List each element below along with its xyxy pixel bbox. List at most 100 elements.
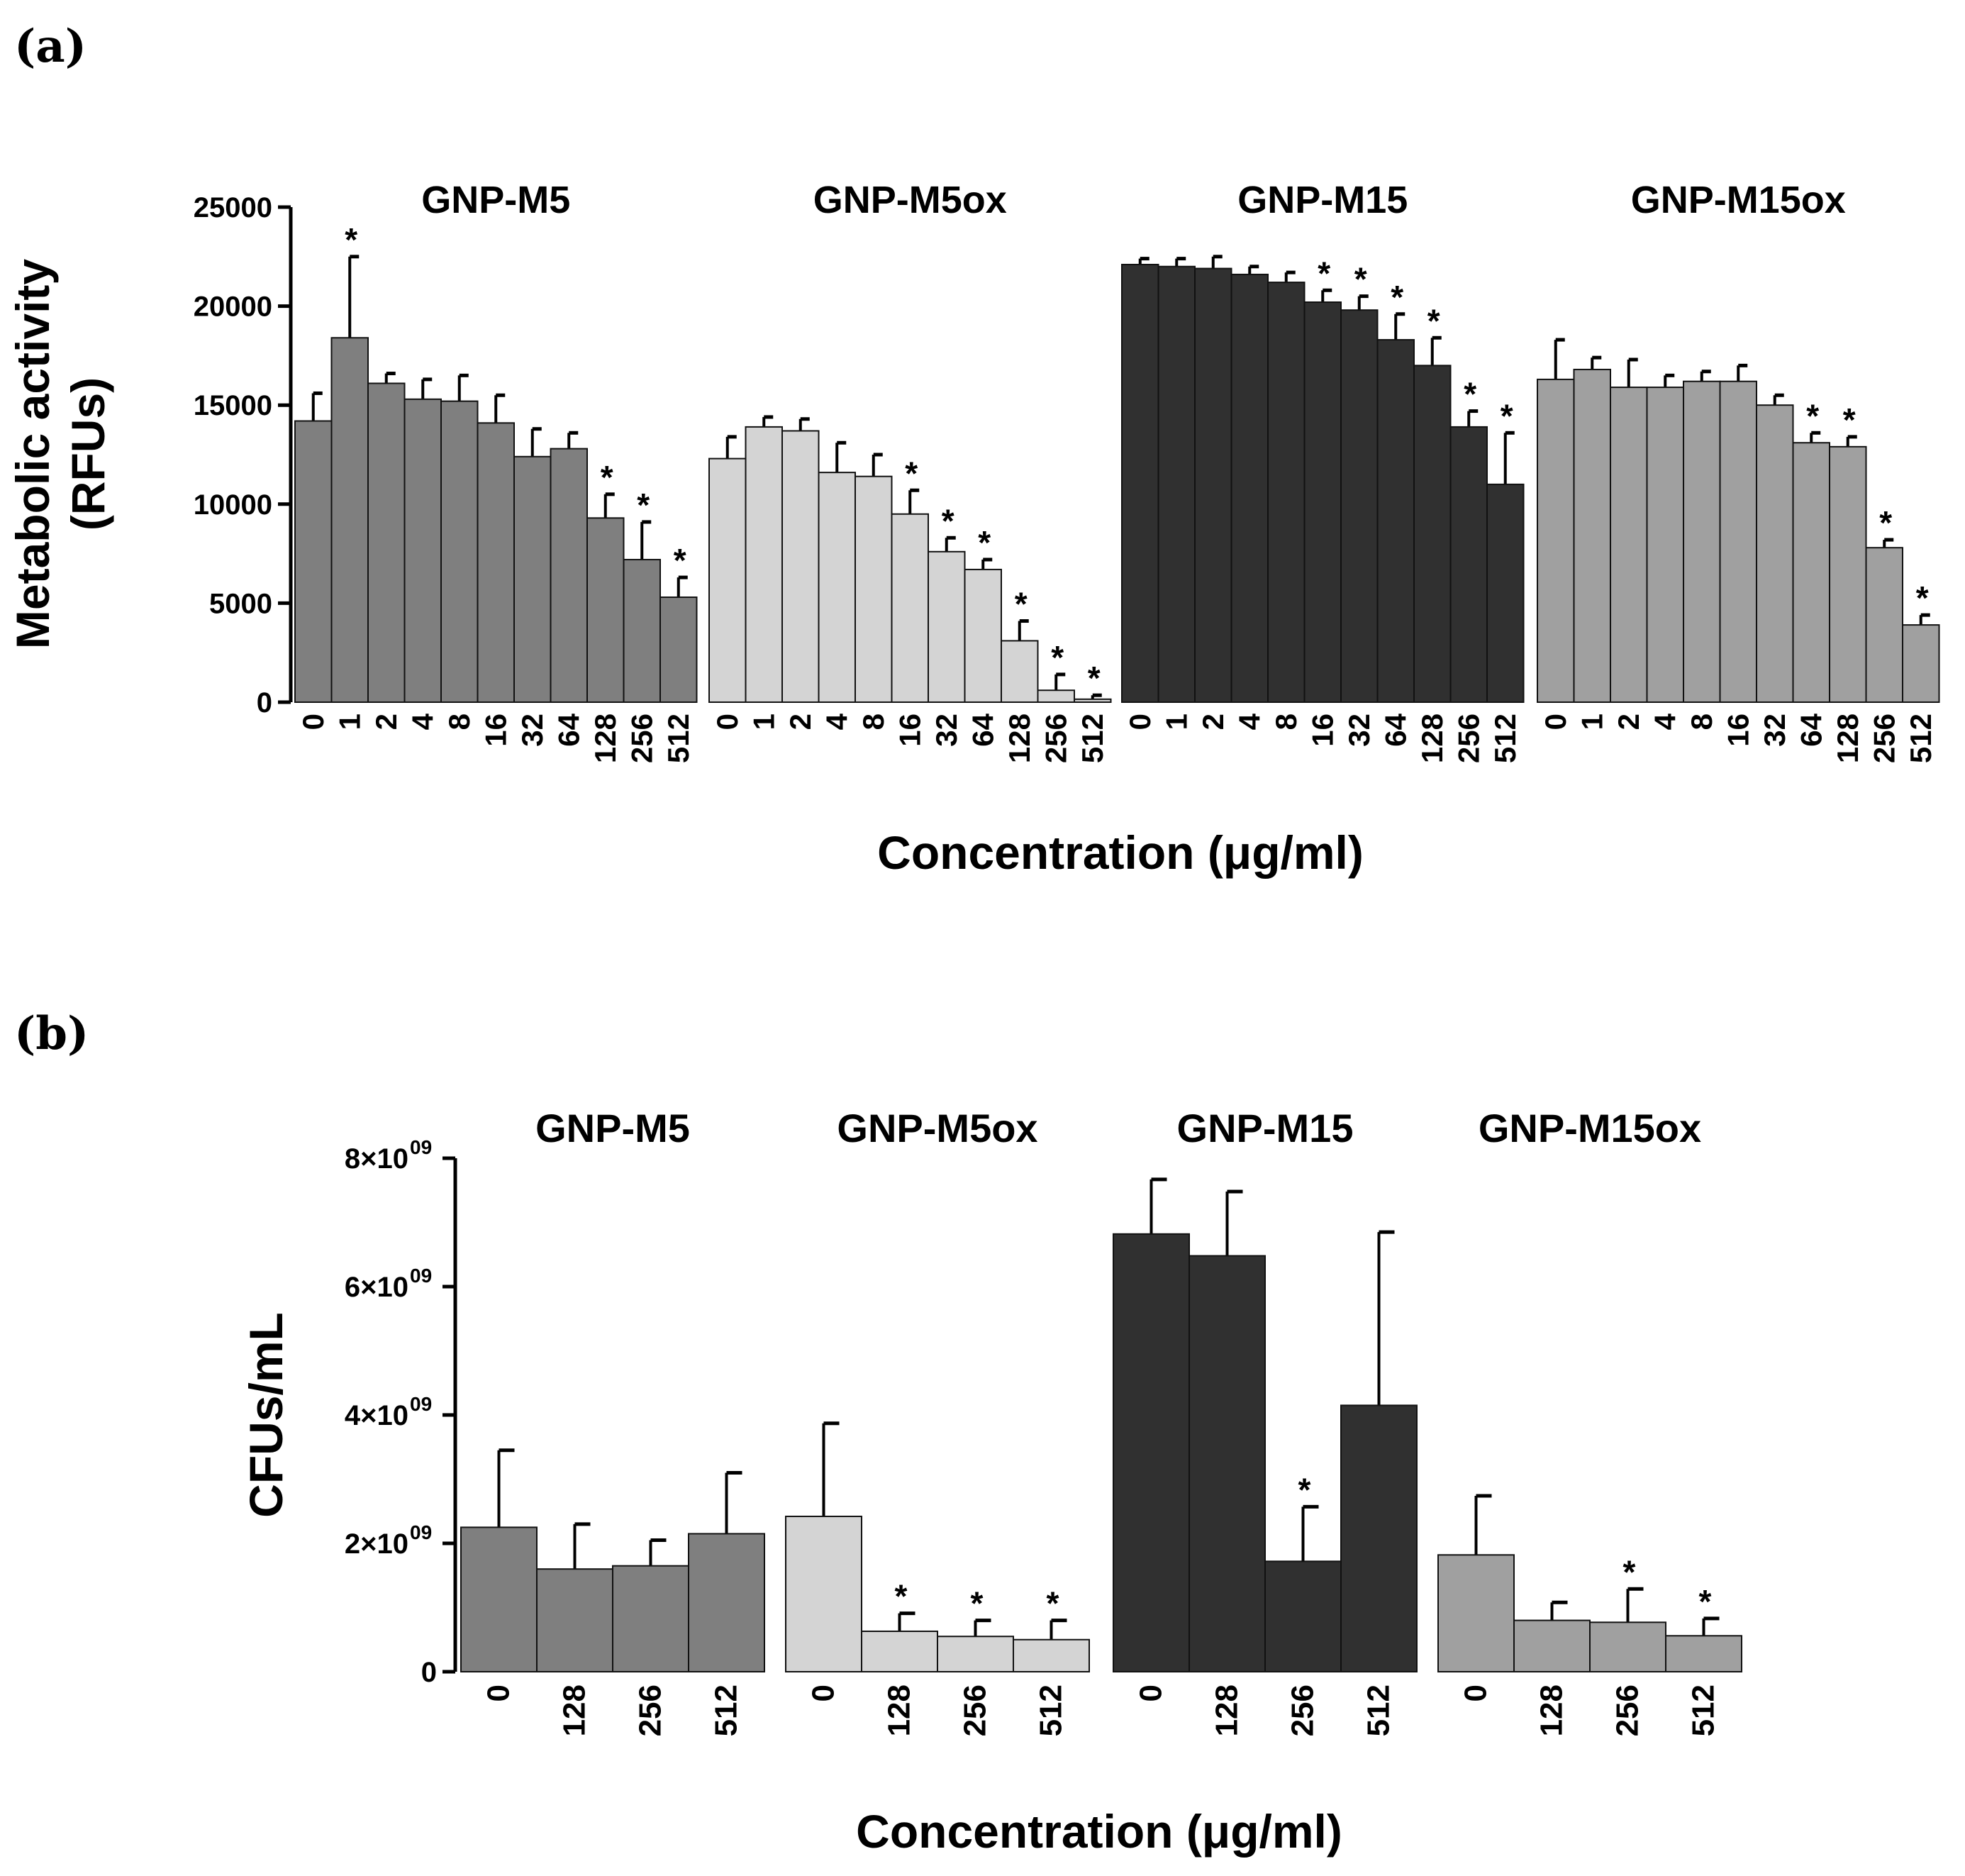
bar bbox=[1189, 1255, 1266, 1673]
bar bbox=[330, 337, 369, 704]
x-tick-label: 4 bbox=[1232, 713, 1266, 730]
x-tick-label: 512 bbox=[1362, 1684, 1396, 1736]
bar bbox=[1719, 380, 1757, 703]
bar bbox=[937, 1636, 1014, 1673]
bar bbox=[367, 382, 406, 703]
significance-star: * bbox=[1501, 397, 1513, 434]
x-tick-label: 0 bbox=[1459, 1684, 1493, 1702]
x-tick-label: 128 bbox=[1415, 714, 1449, 763]
bar bbox=[1902, 624, 1940, 703]
x-tick-label: 0 bbox=[1123, 714, 1157, 730]
bar bbox=[1449, 426, 1488, 703]
bar bbox=[1792, 442, 1830, 703]
bar bbox=[612, 1565, 689, 1673]
y-tick-label: 6×10 bbox=[345, 1272, 408, 1303]
bar bbox=[1121, 263, 1159, 703]
x-tick-label: 32 bbox=[930, 714, 963, 747]
bar bbox=[586, 517, 625, 703]
x-tick-label: 0 bbox=[1134, 1684, 1169, 1702]
x-tick-label: 128 bbox=[1535, 1684, 1569, 1736]
x-tick-label: 8 bbox=[857, 714, 890, 730]
group-title: GNP-M15 bbox=[1237, 179, 1408, 221]
bar bbox=[1513, 1619, 1591, 1673]
bar bbox=[440, 400, 479, 704]
significance-star: * bbox=[1843, 401, 1856, 438]
bar bbox=[477, 422, 515, 703]
x-tick-label: 16 bbox=[1306, 714, 1339, 747]
x-tick-label: 128 bbox=[1831, 714, 1864, 763]
bar bbox=[688, 1533, 765, 1673]
bar bbox=[818, 472, 856, 703]
significance-star: * bbox=[1354, 261, 1367, 298]
significance-star: * bbox=[895, 1578, 908, 1615]
significance-star: * bbox=[601, 459, 613, 496]
y-tick-label: 0 bbox=[257, 687, 272, 718]
x-tick-label: 1 bbox=[747, 714, 780, 730]
significance-star: * bbox=[1623, 1553, 1636, 1590]
x-tick-label: 256 bbox=[1286, 1684, 1320, 1736]
bar bbox=[1865, 547, 1903, 703]
x-tick-label: 512 bbox=[1686, 1684, 1721, 1736]
x-tick-label: 512 bbox=[1076, 714, 1109, 763]
x-axis-label: Concentration (μg/ml) bbox=[856, 1805, 1342, 1858]
x-tick-label: 512 bbox=[1488, 714, 1522, 763]
bar bbox=[785, 1515, 862, 1672]
bar bbox=[1230, 273, 1269, 704]
x-tick-label: 256 bbox=[1867, 714, 1900, 763]
significance-star: * bbox=[971, 1585, 984, 1622]
significance-star: * bbox=[345, 221, 357, 258]
bar bbox=[513, 455, 552, 703]
x-tick-label: 0 bbox=[296, 714, 330, 730]
bar bbox=[1340, 309, 1379, 703]
x-tick-label: 8 bbox=[442, 714, 476, 730]
y-tick-label: 25000 bbox=[194, 192, 272, 223]
bar bbox=[855, 475, 893, 703]
x-tick-label: 1 bbox=[333, 714, 366, 730]
significance-star: * bbox=[1088, 660, 1101, 696]
bar bbox=[1267, 282, 1306, 703]
x-tick-label: 128 bbox=[1210, 1684, 1245, 1736]
x-tick-label: 16 bbox=[479, 714, 512, 747]
x-tick-label: 128 bbox=[589, 714, 622, 763]
group-title: GNP-M15ox bbox=[1479, 1106, 1701, 1150]
x-tick-label: 256 bbox=[1452, 714, 1485, 763]
group-title: GNP-M15ox bbox=[1631, 179, 1846, 221]
x-tick-label: 0 bbox=[481, 1684, 516, 1702]
bar bbox=[1037, 689, 1075, 703]
group-title: GNP-M5 bbox=[421, 179, 570, 221]
x-tick-label: 32 bbox=[1342, 714, 1376, 747]
bar bbox=[659, 596, 698, 703]
x-axis-label: Concentration (μg/ml) bbox=[877, 826, 1364, 879]
y-tick-label: 4×10 bbox=[345, 1400, 408, 1431]
group-title: GNP-M15 bbox=[1177, 1106, 1354, 1150]
x-tick-label: 64 bbox=[1379, 713, 1412, 746]
bar bbox=[623, 558, 661, 704]
x-tick-label: 16 bbox=[893, 714, 926, 747]
bar bbox=[964, 568, 1002, 703]
group-title: GNP-M5ox bbox=[813, 179, 1007, 221]
significance-star: * bbox=[1318, 255, 1330, 292]
significance-star: * bbox=[978, 524, 991, 561]
bar bbox=[1157, 265, 1196, 703]
x-tick-label: 32 bbox=[516, 714, 549, 747]
x-tick-label: 128 bbox=[882, 1684, 917, 1736]
bar bbox=[781, 430, 820, 703]
y-tick-label: 0 bbox=[421, 1657, 437, 1688]
bar bbox=[1829, 445, 1867, 703]
y-tick-exponent: 09 bbox=[410, 1521, 432, 1543]
x-tick-label: 256 bbox=[633, 1684, 668, 1736]
x-tick-label: 256 bbox=[958, 1684, 993, 1736]
bar bbox=[1537, 378, 1575, 703]
bar bbox=[708, 457, 747, 703]
bar bbox=[1074, 698, 1112, 704]
significance-star: * bbox=[1298, 1471, 1311, 1508]
x-tick-label: 8 bbox=[1269, 714, 1303, 730]
significance-star: * bbox=[1015, 586, 1028, 623]
significance-star: * bbox=[1806, 397, 1819, 434]
bar bbox=[745, 426, 783, 703]
x-tick-label: 256 bbox=[625, 714, 658, 763]
bar bbox=[1264, 1560, 1342, 1673]
y-tick-label: 8×10 bbox=[345, 1143, 408, 1175]
